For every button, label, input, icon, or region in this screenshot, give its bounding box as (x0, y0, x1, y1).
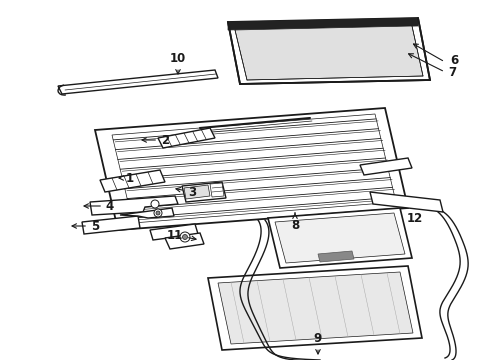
Text: 1: 1 (119, 171, 134, 185)
Text: 8: 8 (290, 213, 299, 231)
Polygon shape (218, 272, 412, 344)
Circle shape (182, 234, 187, 239)
Circle shape (180, 232, 190, 242)
Polygon shape (183, 185, 209, 199)
Polygon shape (120, 208, 174, 218)
Text: 6: 6 (449, 54, 457, 67)
Polygon shape (227, 18, 429, 84)
Text: 11: 11 (166, 229, 196, 242)
Polygon shape (100, 170, 164, 192)
Text: 2: 2 (142, 134, 169, 147)
Circle shape (154, 209, 162, 217)
Polygon shape (369, 192, 442, 212)
Polygon shape (150, 224, 198, 240)
Polygon shape (82, 216, 140, 234)
Polygon shape (235, 26, 422, 80)
Polygon shape (182, 182, 225, 202)
Polygon shape (359, 158, 411, 175)
Text: 7: 7 (447, 66, 455, 78)
Polygon shape (58, 70, 218, 94)
Text: 4: 4 (84, 199, 114, 212)
Polygon shape (227, 18, 417, 30)
Text: 9: 9 (313, 332, 322, 354)
Polygon shape (274, 213, 404, 263)
Text: 5: 5 (72, 220, 99, 233)
Polygon shape (95, 108, 407, 230)
Text: 10: 10 (169, 51, 186, 74)
Circle shape (151, 200, 159, 208)
Text: 3: 3 (176, 185, 196, 198)
Polygon shape (317, 251, 353, 262)
Circle shape (156, 211, 160, 215)
Polygon shape (164, 233, 203, 249)
Polygon shape (209, 183, 224, 197)
Text: 12: 12 (406, 212, 422, 225)
Polygon shape (158, 128, 215, 148)
Polygon shape (90, 196, 178, 215)
Polygon shape (112, 114, 395, 223)
Polygon shape (267, 208, 411, 268)
Polygon shape (207, 266, 421, 350)
